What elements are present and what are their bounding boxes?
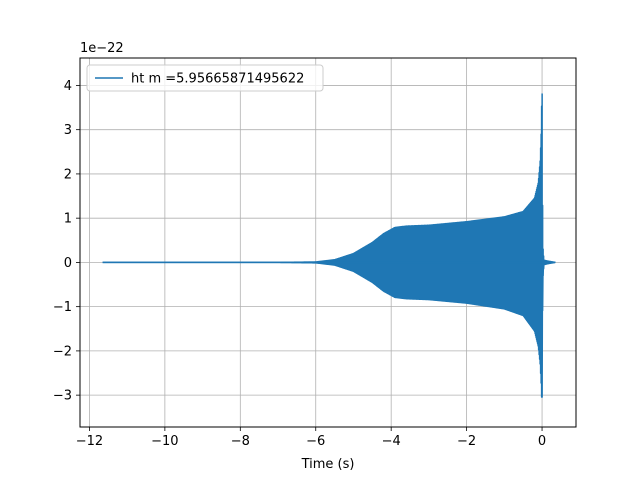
legend-box xyxy=(86,64,324,92)
y-tick-label: 4 xyxy=(64,79,72,94)
y-offset-label: 1e−22 xyxy=(80,41,124,56)
y-tick-label: −3 xyxy=(53,389,72,404)
legend-label: ht m =5.95665871495622 xyxy=(131,72,304,87)
y-tick-label: 3 xyxy=(64,123,72,138)
x-tick-label: −2 xyxy=(457,434,476,449)
x-tick-label: −12 xyxy=(76,434,103,449)
x-tick-label: 0 xyxy=(538,434,546,449)
plot-area xyxy=(102,93,556,398)
x-axis: −12 −10 −8 −6 −4 −2 0 xyxy=(76,427,546,449)
x-tick-label: −8 xyxy=(231,434,250,449)
y-tick-label: 2 xyxy=(64,167,72,182)
y-axis: −3 −2 −1 0 1 2 3 4 xyxy=(53,79,80,404)
y-tick-label: 0 xyxy=(64,256,72,271)
x-tick-label: −4 xyxy=(382,434,401,449)
legend: ht m =5.95665871495622 xyxy=(86,64,324,92)
y-tick-label: −1 xyxy=(53,300,72,315)
x-tick-label: −10 xyxy=(151,434,178,449)
y-tick-label: 1 xyxy=(64,212,72,227)
axes-frame xyxy=(79,57,577,428)
x-axis-label: Time (s) xyxy=(301,457,355,472)
y-tick-label: −2 xyxy=(53,344,72,359)
x-tick-label: −6 xyxy=(306,434,325,449)
